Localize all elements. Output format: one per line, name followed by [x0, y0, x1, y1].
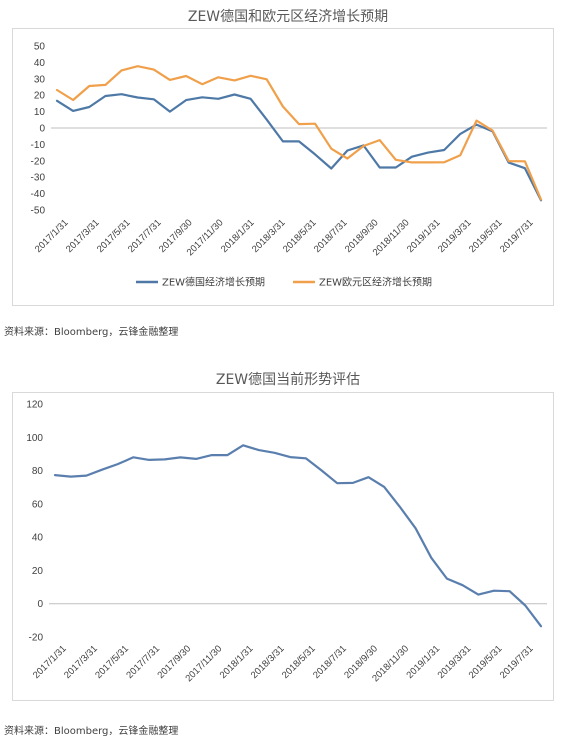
chart-2-panel: 120 100 80 60 40 20 0 -20 2017/1/31 2017/3/31 2017…	[12, 392, 554, 701]
y-tick-label: -40	[31, 189, 46, 200]
series-line-1	[53, 444, 543, 628]
y-tick-label: 40	[32, 533, 44, 544]
y-tick-label: 20	[32, 566, 44, 577]
y-tick-label: -30	[31, 173, 46, 184]
y-tick-label: -50	[31, 206, 46, 217]
series-line-2	[55, 65, 543, 201]
chart-2-svg: 120100806040200-202017/1/312017/3/312017…	[26, 400, 547, 684]
x-tick-label: 2019/7/31	[498, 643, 536, 681]
y-tick-label: 0	[37, 599, 43, 610]
chart-2-title: ZEW德国当前形势评估	[215, 372, 361, 388]
chart-1-panel: 50 40 30 20 10 0 -10 -20 -30 -40 -50 2017/1/31 2017/…	[12, 28, 554, 306]
source-note-1: 资料来源：Bloomberg，云锋金融整理	[4, 327, 179, 338]
y-tick-label: -10	[31, 140, 46, 151]
y-tick-label: 10	[34, 107, 46, 118]
series-line-1	[55, 93, 543, 202]
y-tick-label: 0	[39, 124, 45, 135]
y-tick-label: -20	[31, 156, 46, 167]
source-note-2: 资料来源：Bloomberg，云锋金融整理	[4, 726, 179, 737]
y-tick-label: 120	[26, 400, 43, 411]
y-tick-label: -20	[29, 633, 44, 644]
y-tick-label: 40	[34, 58, 46, 69]
legend-label-2: ZEW欧元区经济增长预期	[319, 276, 432, 289]
y-tick-label: 20	[34, 91, 46, 102]
x-tick-label: 2019/7/31	[498, 217, 536, 255]
y-tick-label: 60	[32, 499, 44, 510]
chart-1-svg: 50403020100-10-20-30-40-502017/1/312017/…	[31, 42, 547, 289]
chart-1-title: ZEW德国和欧元区经济增长预期	[187, 9, 389, 25]
y-tick-label: 50	[34, 42, 46, 53]
y-tick-label: 100	[26, 433, 43, 444]
y-tick-label: 30	[34, 74, 46, 85]
y-tick-label: 80	[32, 466, 44, 477]
legend-label-1: ZEW德国经济增长预期	[162, 276, 265, 289]
